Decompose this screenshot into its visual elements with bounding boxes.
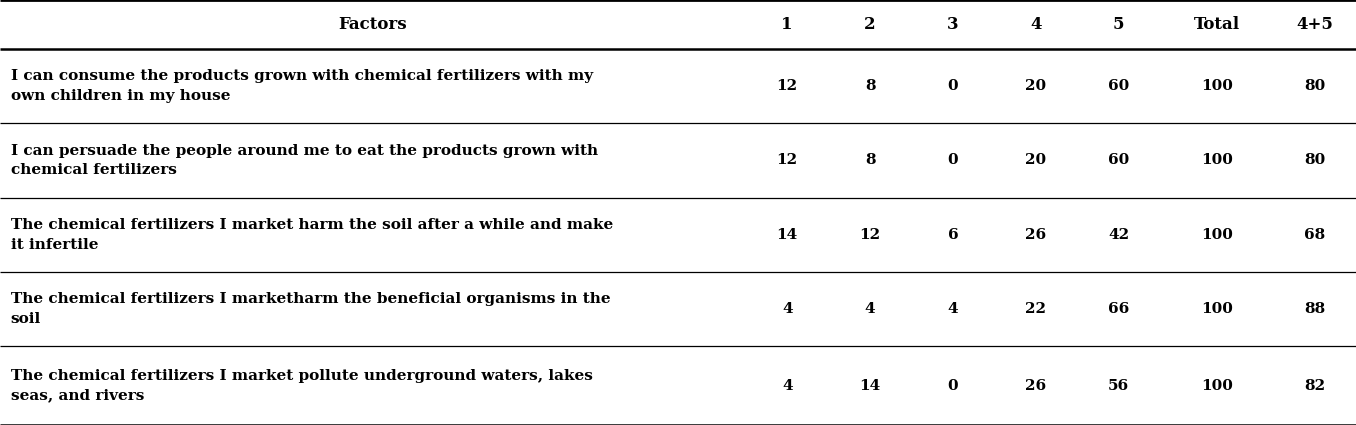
Text: 88: 88 [1304,302,1325,316]
Text: 0: 0 [948,79,959,93]
Text: 20: 20 [1025,153,1047,167]
Text: 12: 12 [777,79,797,93]
Text: 20: 20 [1025,79,1047,93]
Text: 80: 80 [1304,79,1325,93]
Text: 60: 60 [1108,79,1130,93]
Text: 4: 4 [948,302,959,316]
Text: 100: 100 [1200,302,1233,316]
Text: 4: 4 [782,379,792,393]
Text: 8: 8 [865,153,876,167]
Text: The chemical fertilizers I marketharm the beneficial organisms in the
soil: The chemical fertilizers I marketharm th… [11,292,610,326]
Text: 22: 22 [1025,302,1047,316]
Text: The chemical fertilizers I market pollute underground waters, lakes
seas, and ri: The chemical fertilizers I market pollut… [11,369,593,402]
Text: 56: 56 [1108,379,1130,393]
Text: 82: 82 [1304,379,1325,393]
Text: 42: 42 [1108,228,1130,242]
Text: 14: 14 [860,379,881,393]
Text: 4: 4 [1031,16,1041,33]
Text: Total: Total [1193,16,1239,33]
Text: 80: 80 [1304,153,1325,167]
Text: 60: 60 [1108,153,1130,167]
Text: 4+5: 4+5 [1296,16,1333,33]
Text: 1: 1 [781,16,793,33]
Text: Factors: Factors [339,16,407,33]
Text: 5: 5 [1113,16,1124,33]
Text: 0: 0 [948,153,959,167]
Text: I can consume the products grown with chemical fertilizers with my
own children : I can consume the products grown with ch… [11,69,593,103]
Text: 68: 68 [1304,228,1325,242]
Text: 100: 100 [1200,379,1233,393]
Text: 4: 4 [865,302,876,316]
Text: 2: 2 [864,16,876,33]
Text: 4: 4 [782,302,792,316]
Text: I can persuade the people around me to eat the products grown with
chemical fert: I can persuade the people around me to e… [11,144,598,177]
Text: 26: 26 [1025,228,1047,242]
Text: 100: 100 [1200,153,1233,167]
Text: 100: 100 [1200,228,1233,242]
Text: 3: 3 [946,16,959,33]
Text: 6: 6 [948,228,959,242]
Text: 8: 8 [865,79,876,93]
Text: 14: 14 [777,228,797,242]
Text: 26: 26 [1025,379,1047,393]
Text: 12: 12 [860,228,880,242]
Text: The chemical fertilizers I market harm the soil after a while and make
it infert: The chemical fertilizers I market harm t… [11,218,613,252]
Text: 100: 100 [1200,79,1233,93]
Text: 0: 0 [948,379,959,393]
Text: 12: 12 [777,153,797,167]
Text: 66: 66 [1108,302,1130,316]
